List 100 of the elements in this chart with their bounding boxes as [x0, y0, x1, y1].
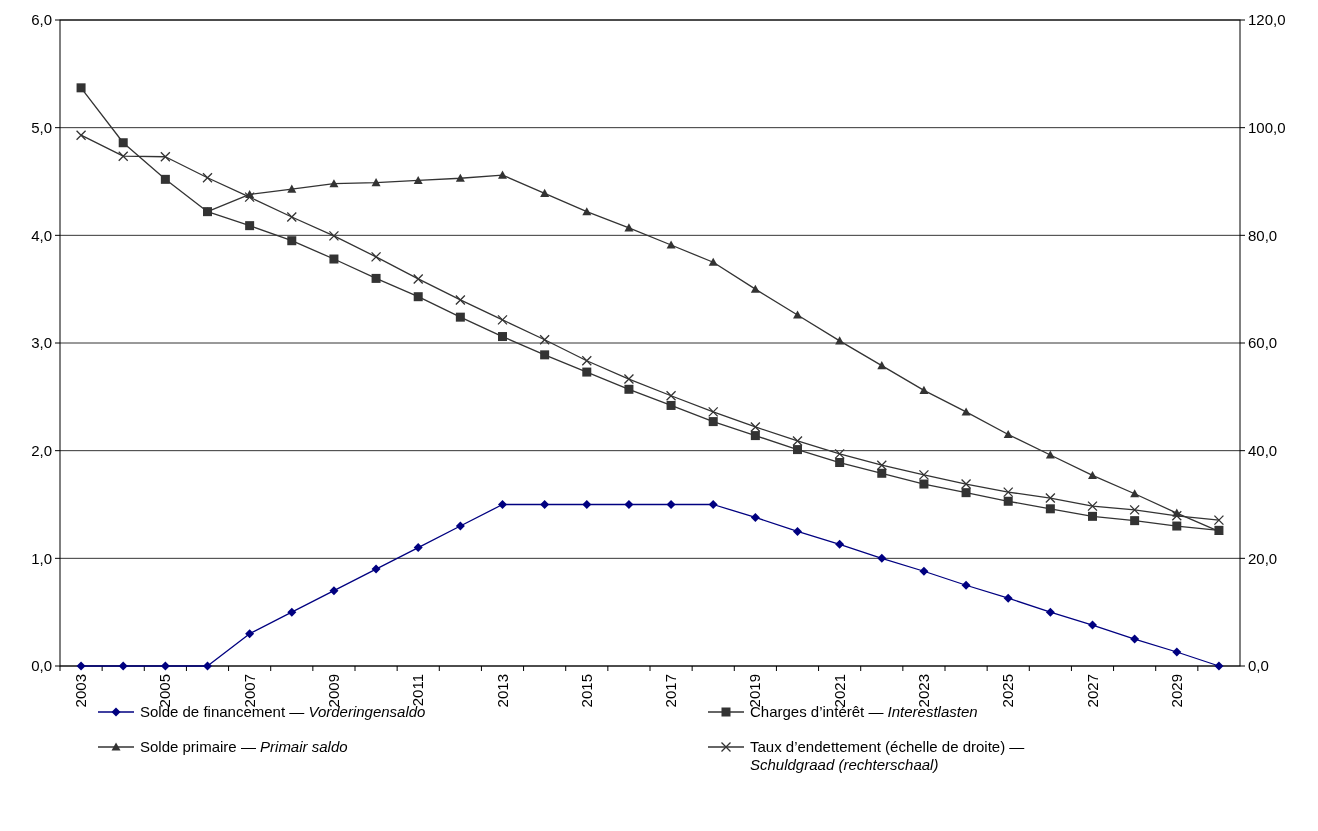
point — [1130, 634, 1140, 644]
point — [666, 400, 676, 410]
point — [708, 500, 718, 509]
point — [708, 257, 718, 266]
point — [76, 661, 86, 671]
point — [498, 332, 507, 342]
point — [877, 361, 887, 370]
point — [750, 431, 760, 441]
point — [413, 543, 423, 553]
point — [750, 512, 760, 522]
point — [371, 564, 381, 574]
point — [750, 284, 760, 293]
y-tick-label: 2,0 — [31, 441, 52, 459]
point — [328, 230, 340, 242]
point — [919, 566, 929, 576]
point — [582, 500, 592, 509]
point — [329, 254, 339, 264]
point — [624, 384, 634, 394]
x-tick-label: 2015 — [577, 674, 595, 708]
point — [455, 312, 465, 322]
point — [919, 385, 929, 394]
x-tick-label: 2003 — [72, 674, 90, 708]
point — [708, 406, 719, 418]
point — [244, 191, 255, 203]
point — [624, 500, 634, 509]
point — [75, 130, 87, 141]
point — [1129, 504, 1140, 516]
point — [498, 500, 507, 509]
point — [793, 310, 802, 319]
point — [1045, 492, 1056, 504]
point — [750, 421, 761, 433]
point — [623, 373, 635, 385]
y2-tick-label: 60,0 — [1248, 334, 1278, 352]
point — [1130, 516, 1140, 526]
x-tick-label: 2011 — [409, 674, 427, 707]
x-tick-label: 2007 — [240, 674, 258, 708]
point — [960, 478, 972, 490]
point — [1045, 504, 1055, 514]
x-tick-label: 2027 — [1083, 674, 1101, 708]
point — [76, 83, 86, 93]
point — [413, 273, 424, 285]
point — [792, 435, 803, 447]
point — [118, 661, 128, 671]
point — [666, 500, 676, 509]
point — [1045, 607, 1055, 617]
point — [540, 500, 550, 509]
y2-tick-label: 0,0 — [1248, 657, 1269, 675]
point — [370, 251, 382, 263]
point — [1172, 647, 1182, 657]
point — [498, 170, 507, 179]
point — [160, 174, 170, 184]
point — [1003, 496, 1013, 506]
point — [202, 172, 213, 183]
point — [1172, 521, 1182, 531]
y-tick-label: 6,0 — [31, 11, 52, 29]
point — [1003, 593, 1013, 603]
point — [371, 273, 381, 283]
y2-tick-label: 100,0 — [1248, 118, 1286, 136]
point — [287, 236, 297, 246]
point — [539, 334, 550, 345]
point — [582, 207, 592, 216]
point — [961, 488, 971, 498]
point — [624, 223, 634, 232]
legend-label: Taux d’endettement (échelle de droite) — Schuldgraad (rechterschaal) — [750, 738, 1025, 773]
legend-label: Solde primaire — Primair saldo — [140, 738, 348, 755]
point — [835, 458, 845, 468]
point — [834, 448, 845, 460]
point — [287, 184, 297, 193]
point — [413, 175, 423, 185]
point — [1172, 508, 1182, 517]
y-tick-label: 4,0 — [31, 226, 52, 244]
x-tick-label: 2017 — [662, 674, 680, 708]
point — [835, 539, 845, 549]
point — [287, 607, 297, 617]
point — [540, 350, 550, 360]
point — [245, 221, 255, 231]
point — [1087, 500, 1098, 512]
y-tick-label: 5,0 — [31, 118, 52, 136]
point — [1213, 514, 1225, 526]
point — [961, 407, 971, 416]
point — [1214, 661, 1224, 671]
point — [455, 173, 465, 182]
point — [665, 390, 677, 401]
point — [1088, 470, 1097, 480]
point — [329, 586, 339, 596]
x-tick-label: 2013 — [493, 674, 511, 708]
point — [1045, 450, 1055, 459]
x-tick-label: 2023 — [914, 674, 932, 708]
point — [160, 661, 170, 671]
point — [919, 479, 929, 489]
point — [540, 188, 550, 197]
point — [118, 151, 129, 162]
point — [203, 661, 212, 671]
y2-tick-label: 20,0 — [1248, 549, 1278, 567]
point — [1088, 620, 1097, 630]
point — [877, 468, 887, 478]
point — [793, 445, 802, 455]
point — [245, 629, 255, 639]
y-tick-label: 1,0 — [31, 549, 52, 567]
point — [581, 355, 592, 366]
